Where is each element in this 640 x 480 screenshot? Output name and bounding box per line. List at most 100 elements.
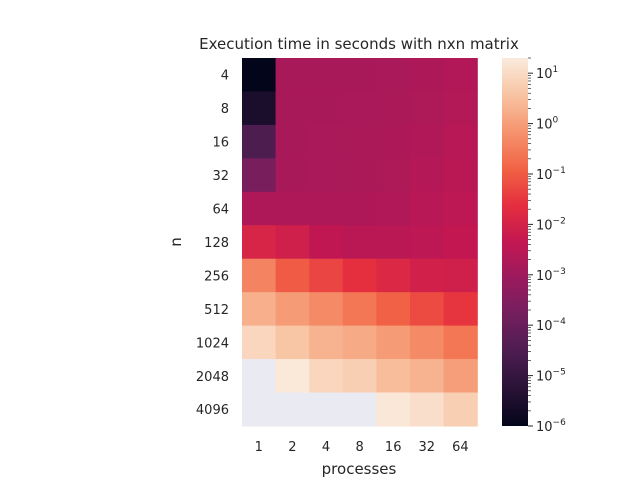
- heatmap-cell: [242, 225, 277, 260]
- colorbar-ticks: 10−6 10−5 10−4 10−3 10−2 10−1 100 101: [528, 57, 566, 435]
- heatmap-cell: [376, 124, 411, 159]
- heatmap-cell: [410, 58, 445, 93]
- heatmap-cell: [275, 124, 310, 159]
- heatmap-cell: [309, 58, 344, 93]
- colorbar-tick-label: 10−1: [536, 166, 566, 183]
- heatmap-cell: [342, 158, 377, 193]
- heatmap-cell: [242, 91, 277, 126]
- heatmap-cell: [376, 158, 411, 193]
- heatmap-cell: [309, 158, 344, 193]
- heatmap-cell: [242, 292, 277, 327]
- heatmap-cell: [242, 58, 277, 93]
- heatmap-cell: [342, 91, 377, 126]
- colorbar-tick-label: 10−6: [536, 418, 566, 435]
- colorbar-tick-label: 100: [536, 116, 559, 133]
- heatmap-cell: [410, 258, 445, 293]
- y-tick-label: 256: [204, 269, 229, 284]
- heatmap-cell: [309, 325, 344, 360]
- heatmap-cell: [309, 258, 344, 293]
- y-tick-label: 2048: [196, 370, 229, 385]
- heatmap-cell: [275, 292, 310, 327]
- x-tick-labels: 1 2 4 8 16 32 64: [255, 440, 469, 455]
- x-tick-label: 1: [255, 440, 263, 455]
- x-tick-label: 32: [419, 440, 436, 455]
- heatmap-cell: [309, 124, 344, 159]
- heatmap-cell: [309, 191, 344, 226]
- heatmap-cell: [376, 225, 411, 260]
- y-tick-label: 128: [204, 236, 229, 251]
- heatmap-cell: [242, 124, 277, 159]
- heatmap-cell: [275, 91, 310, 126]
- heatmap-cell: [443, 325, 478, 360]
- heatmap-cell: [410, 359, 445, 394]
- colorbar-tick-label: 10−2: [536, 216, 566, 233]
- heatmap-cell: [275, 225, 310, 260]
- heatmap-cell: [275, 325, 310, 360]
- heatmap-cell: [342, 325, 377, 360]
- heatmap-cell: [376, 191, 411, 226]
- x-axis-label: processes: [322, 460, 397, 478]
- x-tick-label: 64: [452, 440, 469, 455]
- colorbar-tick-label: 10−5: [536, 368, 566, 385]
- y-tick-label: 4: [221, 69, 229, 84]
- y-axis-label: n: [167, 237, 185, 247]
- heatmap-cell: [242, 258, 277, 293]
- x-tick-label: 16: [385, 440, 402, 455]
- heatmap-cell: [242, 158, 277, 193]
- heatmap-cell: [443, 191, 478, 226]
- colorbar-tick-label: 101: [536, 65, 558, 82]
- heatmap-cell: [443, 359, 478, 394]
- heatmap-cell: [410, 124, 445, 159]
- chart-title: Execution time in seconds with nxn matri…: [199, 35, 519, 53]
- y-tick-label: 64: [212, 203, 229, 218]
- heatmap-cell: [342, 292, 377, 327]
- heatmap-cell: [410, 191, 445, 226]
- y-tick-label: 512: [204, 303, 229, 318]
- heatmap-cell: [342, 191, 377, 226]
- heatmap-cell: [443, 124, 478, 159]
- heatmap-cell: [342, 359, 377, 394]
- heatmap-cell: [242, 392, 277, 427]
- heatmap-cell: [309, 91, 344, 126]
- y-tick-label: 32: [212, 169, 229, 184]
- heatmap-cell: [443, 392, 478, 427]
- y-tick-label: 4096: [196, 403, 229, 418]
- heatmap-cell: [275, 158, 310, 193]
- heatmap-cell: [275, 392, 310, 427]
- heatmap-cell: [376, 392, 411, 427]
- heatmap-cell: [275, 359, 310, 394]
- heatmap-cells: [242, 58, 478, 427]
- heatmap-cell: [376, 325, 411, 360]
- y-tick-labels: 4 8 16 32 64 128 256 512 1024 2048 4096: [196, 69, 229, 419]
- heatmap-cell: [443, 292, 478, 327]
- heatmap-cell: [309, 292, 344, 327]
- heatmap-cell: [342, 58, 377, 93]
- heatmap-cell: [376, 91, 411, 126]
- heatmap-cell: [443, 225, 478, 260]
- heatmap-cell: [342, 258, 377, 293]
- heatmap-cell: [275, 258, 310, 293]
- heatmap-cell: [309, 359, 344, 394]
- heatmap-cell: [242, 359, 277, 394]
- y-tick-label: 1024: [196, 336, 229, 351]
- heatmap-cell: [410, 158, 445, 193]
- heatmap-cell: [443, 258, 478, 293]
- heatmap-cell: [342, 392, 377, 427]
- heatmap-cell: [376, 58, 411, 93]
- heatmap-cell: [410, 325, 445, 360]
- heatmap-cell: [275, 58, 310, 93]
- heatmap-cell: [410, 225, 445, 260]
- heatmap-cell: [309, 392, 344, 427]
- x-tick-label: 2: [288, 440, 296, 455]
- colorbar-tick-label: 10−4: [536, 317, 566, 334]
- y-tick-label: 16: [212, 136, 229, 151]
- heatmap-cell: [410, 91, 445, 126]
- heatmap-cell: [443, 58, 478, 93]
- heatmap-cell: [342, 124, 377, 159]
- heatmap-cell: [443, 91, 478, 126]
- heatmap-cell: [376, 292, 411, 327]
- x-tick-label: 4: [322, 440, 330, 455]
- heatmap-cell: [376, 258, 411, 293]
- heatmap-cell: [275, 191, 310, 226]
